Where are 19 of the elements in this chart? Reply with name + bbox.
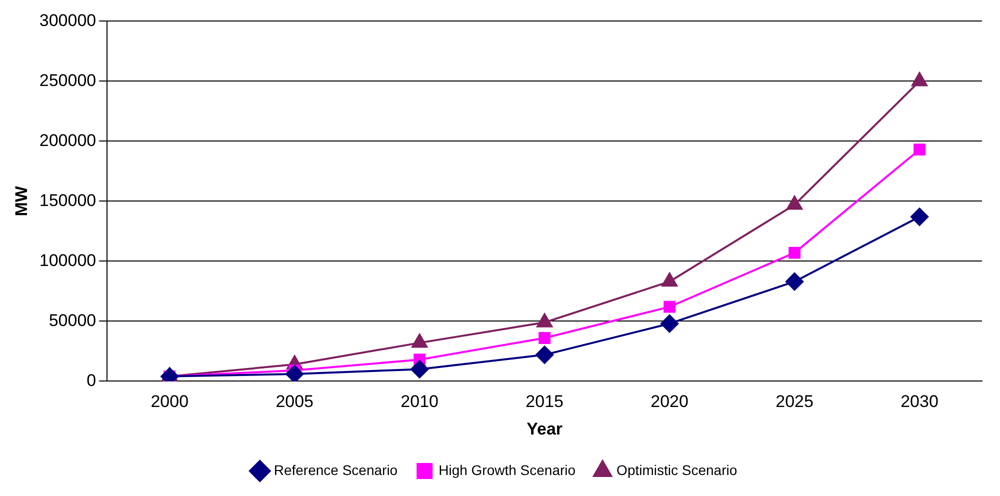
x-tick-label: 2010	[400, 392, 438, 412]
y-tick-label: 100000	[39, 250, 96, 270]
x-tick-label: 2000	[150, 392, 189, 412]
x-tick-label: 2015	[526, 392, 564, 412]
y-tick-label: 50000	[48, 310, 96, 330]
x-tick-label: 2025	[776, 392, 814, 412]
y-tick-label: 250000	[39, 70, 96, 90]
x-axis-title: Year	[526, 419, 563, 438]
y-axis-title: MW	[12, 185, 31, 216]
y-tick-label: 300000	[39, 10, 96, 30]
x-tick-label: 2020	[650, 392, 688, 412]
legend-label: High Growth Scenario	[438, 462, 576, 478]
x-tick-label: 2030	[900, 392, 938, 412]
y-tick-label: 200000	[39, 130, 96, 150]
y-tick-label: 0	[86, 370, 96, 390]
x-tick-label: 2005	[276, 392, 314, 412]
legend-label: Optimistic Scenario	[616, 462, 738, 478]
y-tick-label: 150000	[39, 190, 96, 210]
legend-label: Reference Scenario	[274, 462, 398, 478]
